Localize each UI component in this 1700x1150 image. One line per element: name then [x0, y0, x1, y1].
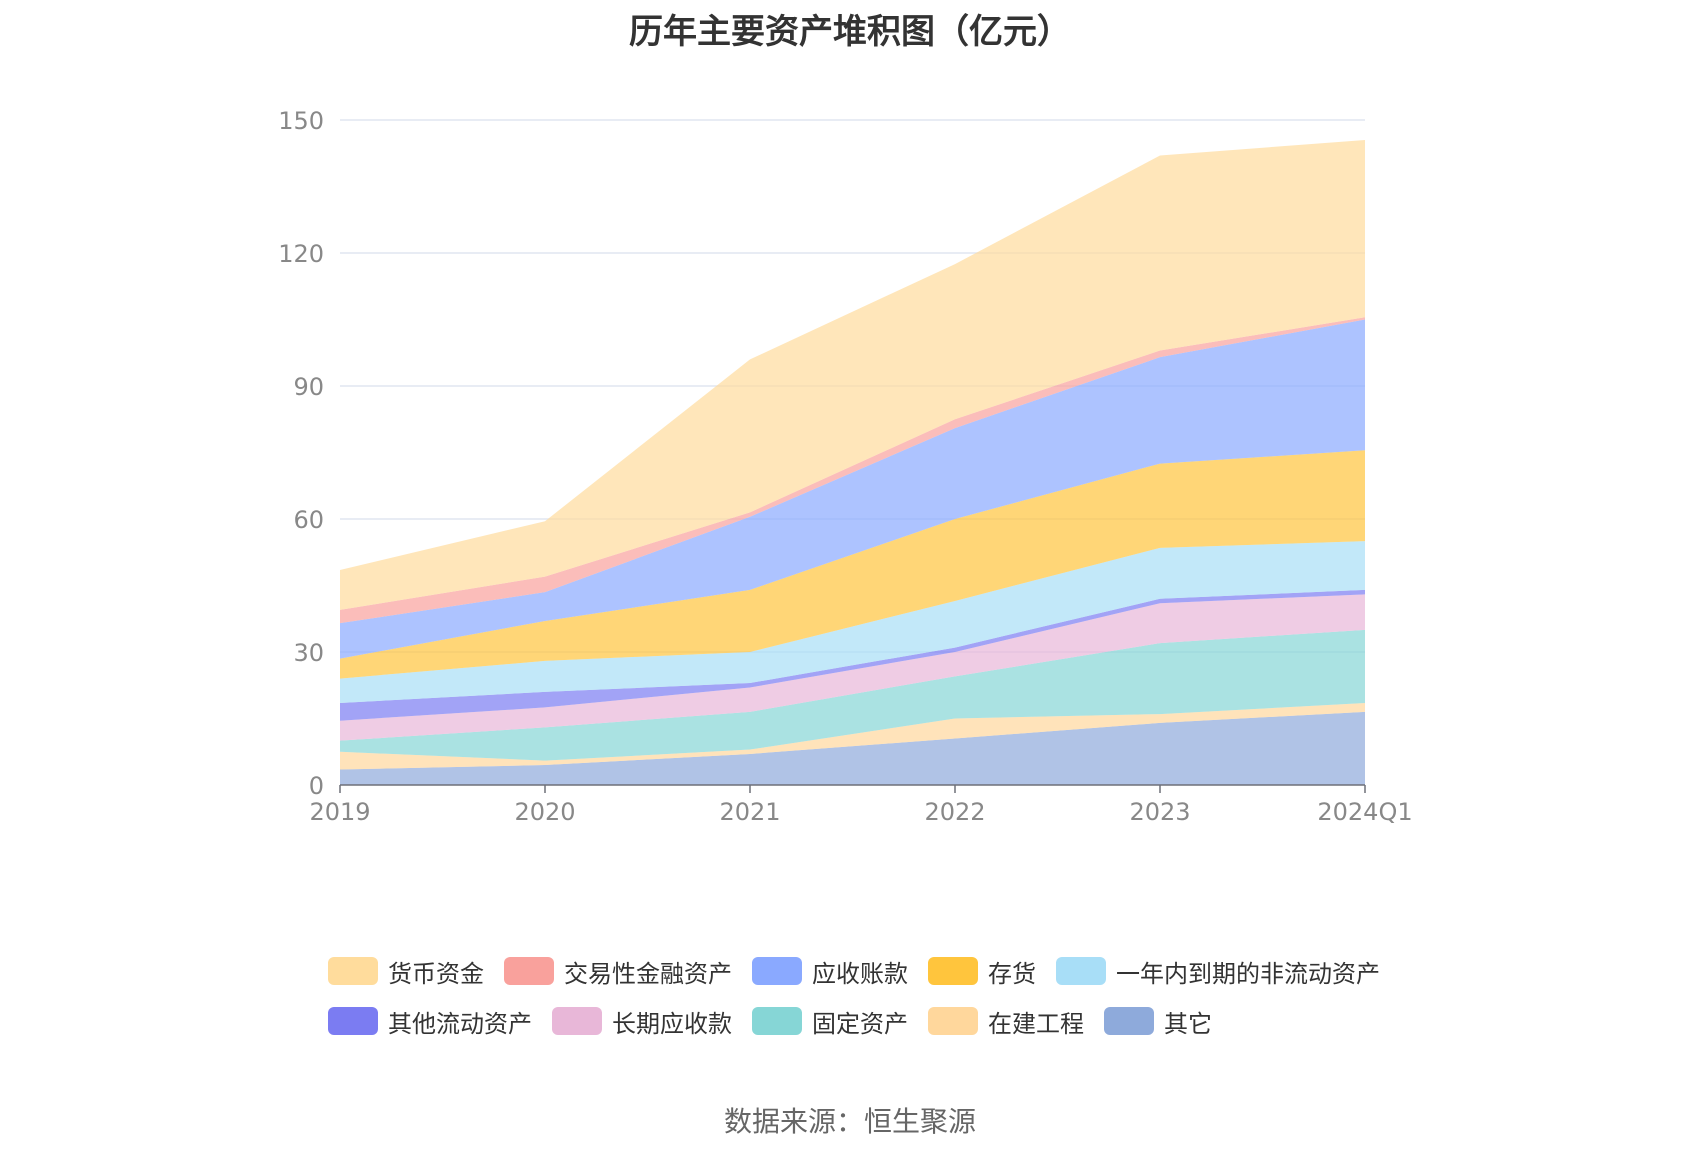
legend-swatch	[1104, 1007, 1154, 1035]
area-series-应收账款	[340, 319, 1365, 659]
x-tick-label: 2021	[719, 798, 780, 826]
area-series-其他流动资产	[340, 589, 1365, 721]
legend-label: 在建工程	[988, 1009, 1084, 1038]
legend-item[interactable]: 长期应收款	[552, 1004, 732, 1039]
y-tick-label: 60	[293, 506, 324, 534]
legend: 货币资金 交易性金融资产 应收账款 存货 一年内到期的非流动资产 其他流动资产 长期应收款…	[328, 946, 1428, 1046]
legend-row: 货币资金 交易性金融资产 应收账款 存货 一年内到期的非流动资产	[328, 946, 1428, 996]
axes: 0 30 60 90 120 150 2019 2020 2021 2022 2023 2024Q1	[278, 107, 1412, 826]
y-tick-label: 150	[278, 107, 324, 135]
legend-swatch	[328, 1007, 378, 1035]
legend-label: 存货	[988, 959, 1036, 988]
legend-label: 固定资产	[812, 1009, 908, 1038]
legend-item[interactable]: 存货	[928, 954, 1036, 989]
legend-label: 一年内到期的非流动资产	[1116, 959, 1380, 988]
x-tick-label: 2019	[309, 798, 370, 826]
legend-item[interactable]: 在建工程	[928, 1004, 1084, 1039]
area-series	[340, 139, 1365, 785]
legend-swatch	[752, 1007, 802, 1035]
legend-item[interactable]: 交易性金融资产	[504, 954, 732, 989]
area-series-固定资产	[340, 629, 1365, 761]
legend-label: 其他流动资产	[388, 1009, 532, 1038]
chart-title: 历年主要资产堆积图（亿元）	[629, 12, 1071, 52]
legend-item[interactable]: 固定资产	[752, 1004, 908, 1039]
area-series-一年内到期的非流动资产	[340, 541, 1365, 703]
legend-item[interactable]: 应收账款	[752, 954, 908, 989]
area-series-在建工程	[340, 702, 1365, 770]
y-tick-label: 30	[293, 639, 324, 667]
legend-item[interactable]: 其它	[1104, 1004, 1212, 1039]
area-series-交易性金融资产	[340, 317, 1365, 624]
y-tick-label: 90	[293, 373, 324, 401]
legend-swatch	[1056, 957, 1106, 985]
legend-row: 其他流动资产 长期应收款 固定资产 在建工程 其它	[328, 996, 1428, 1046]
x-tick-label: 2022	[924, 798, 985, 826]
area-series-其它	[340, 711, 1365, 785]
legend-swatch	[504, 957, 554, 985]
legend-item[interactable]: 其他流动资产	[328, 1004, 532, 1039]
legend-swatch	[552, 1007, 602, 1035]
legend-swatch	[752, 957, 802, 985]
legend-item[interactable]: 货币资金	[328, 954, 484, 989]
x-tick-label: 2023	[1129, 798, 1190, 826]
legend-label: 交易性金融资产	[564, 959, 732, 988]
legend-label: 长期应收款	[612, 1009, 732, 1038]
legend-label: 应收账款	[812, 959, 908, 988]
area-series-存货	[340, 450, 1365, 679]
data-source-note: 数据来源：恒生聚源	[723, 1105, 976, 1138]
legend-swatch	[328, 957, 378, 985]
y-tick-label: 0	[309, 772, 324, 800]
legend-label: 货币资金	[388, 959, 484, 988]
area-series-货币资金	[340, 139, 1365, 610]
area-series-长期应收款	[340, 594, 1365, 741]
y-tick-label: 120	[278, 240, 324, 268]
legend-item[interactable]: 一年内到期的非流动资产	[1056, 954, 1380, 989]
legend-label: 其它	[1164, 1009, 1212, 1038]
x-tick-label: 2020	[514, 798, 575, 826]
legend-swatch	[928, 957, 978, 985]
legend-swatch	[928, 1007, 978, 1035]
x-tick-label: 2024Q1	[1317, 798, 1412, 826]
